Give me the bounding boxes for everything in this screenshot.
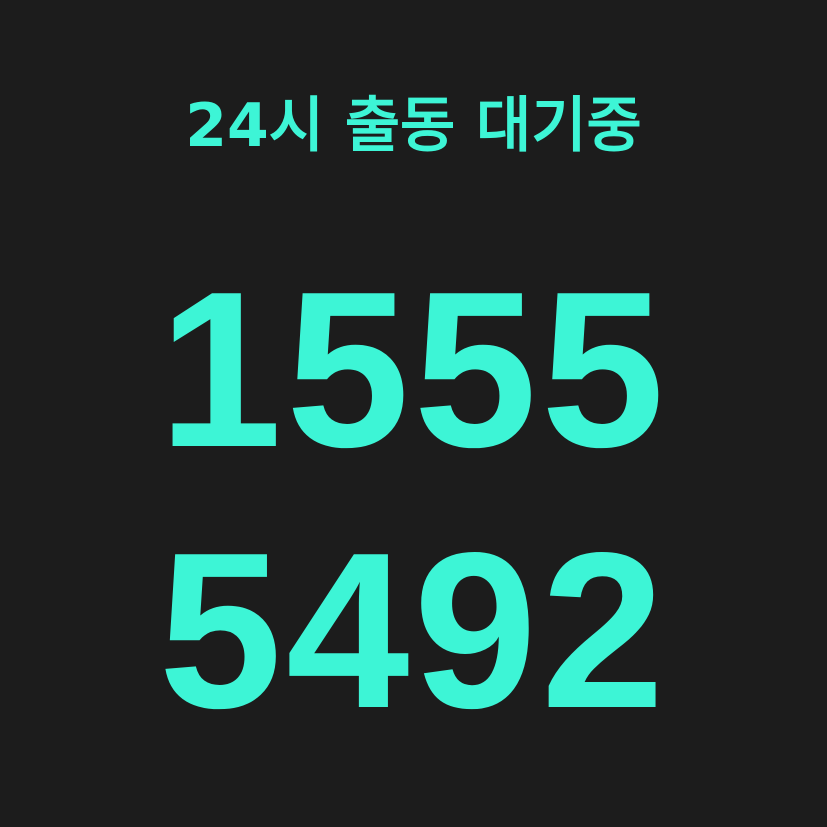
phone-number-part-1: 1555	[158, 246, 669, 494]
phone-number-part-2: 5492	[158, 507, 669, 755]
headline-text: 24시 출동 대기중	[185, 91, 642, 161]
